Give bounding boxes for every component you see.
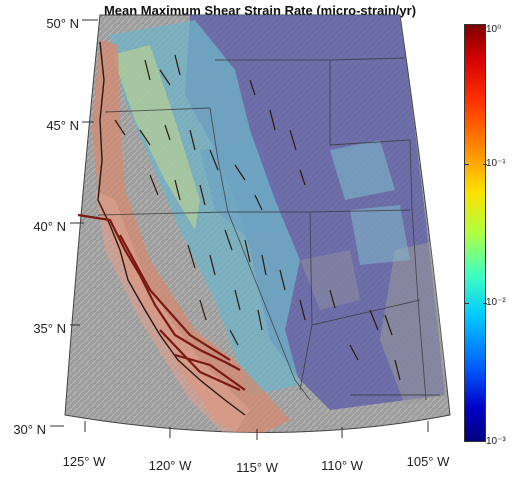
colorbar-tick: [465, 303, 487, 304]
lat-label-40: 40° N: [33, 219, 66, 234]
colorbar-label-1e-2: 10⁻²: [486, 297, 506, 308]
lon-ticks: [84, 421, 429, 440]
coastline: [97, 41, 246, 416]
colorbar-label-max: 10⁰: [486, 24, 502, 35]
state-boundaries: [97, 57, 440, 401]
colorbar-label-1e-1: 10⁻¹: [486, 158, 506, 169]
low-strain-region: [185, 15, 445, 410]
lat-label-35: 35° N: [33, 321, 66, 336]
lon-label-125: 125° W: [62, 454, 106, 469]
lat-label-50: 50° N: [46, 16, 79, 31]
major-faults: [77, 213, 246, 392]
lon-label-110: 110° W: [321, 458, 363, 473]
lat-label-45: 45° N: [46, 118, 79, 133]
colorbar: [464, 24, 487, 442]
yellow-strain-band: [112, 45, 200, 230]
lon-label-105: 105° W: [406, 454, 450, 469]
colorbar-tick: [465, 164, 487, 165]
medium-strain-patch: [350, 205, 410, 265]
lat-label-30: 30° N: [13, 422, 46, 437]
lon-label-115: 115° W: [236, 460, 278, 475]
medium-strain-patch: [330, 140, 395, 200]
no-data-patch: [300, 250, 360, 310]
minor-faults: [114, 54, 401, 381]
colorbar-label-min: 10⁻³: [486, 436, 506, 447]
lat-ticks: [50, 19, 98, 427]
map-title: Mean Maximum Shear Strain Rate (micro-st…: [103, 3, 417, 18]
lon-label-120: 120° W: [148, 458, 192, 473]
